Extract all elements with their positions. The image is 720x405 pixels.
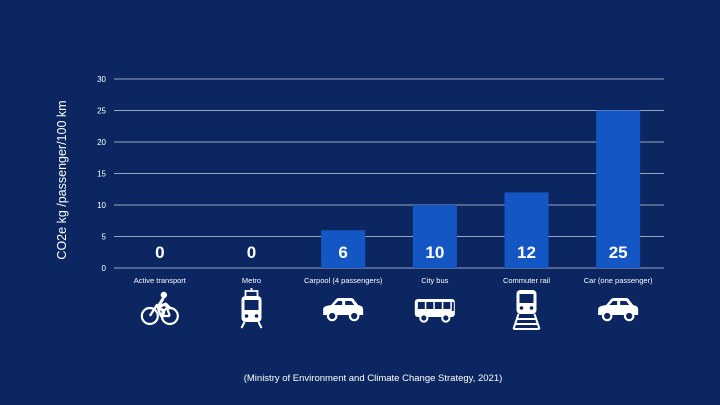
bus-icon (414, 299, 455, 323)
train-icon (512, 290, 541, 330)
y-tick-label: 0 (102, 264, 107, 273)
y-tick-label: 30 (97, 75, 106, 84)
y-axis-ticks: 0 5 10 15 20 25 30 (97, 75, 106, 273)
x-tick-label: Car (one passenger) (584, 276, 653, 285)
x-tick-label: City bus (421, 276, 448, 285)
bicycle-icon (140, 291, 179, 326)
car-icon (598, 298, 639, 322)
x-tick-label: Commuter rail (503, 276, 550, 285)
data-label: 12 (517, 243, 536, 262)
data-label: 0 (155, 243, 164, 262)
category-labels: Active transport Metro Carpool (4 passenge… (134, 276, 653, 285)
x-tick-label: Active transport (134, 276, 187, 285)
bar (321, 230, 366, 268)
y-tick-label: 5 (102, 233, 107, 242)
data-label: 0 (247, 243, 256, 262)
data-label: 6 (338, 243, 347, 262)
bar (596, 110, 641, 268)
y-tick-label: 10 (97, 201, 106, 210)
data-label: 25 (609, 243, 628, 262)
y-axis-label: CO2e kg /passenger/100 km (55, 100, 69, 259)
category-icons (140, 288, 639, 330)
y-tick-label: 20 (97, 138, 106, 147)
bar (504, 192, 549, 268)
data-label: 10 (425, 243, 444, 262)
y-tick-label: 15 (97, 170, 106, 179)
bar (412, 205, 457, 268)
x-tick-label: Metro (242, 276, 261, 285)
data-labels: 0 0 6 10 12 25 (155, 243, 628, 262)
y-tick-label: 25 (97, 107, 106, 116)
source-note: (Ministry of Environment and Climate Cha… (244, 373, 503, 384)
x-tick-label: Carpool (4 passengers) (304, 276, 383, 285)
metro-icon (240, 288, 263, 329)
gridlines (114, 78, 664, 269)
bars (321, 110, 641, 268)
car-icon (323, 298, 364, 322)
